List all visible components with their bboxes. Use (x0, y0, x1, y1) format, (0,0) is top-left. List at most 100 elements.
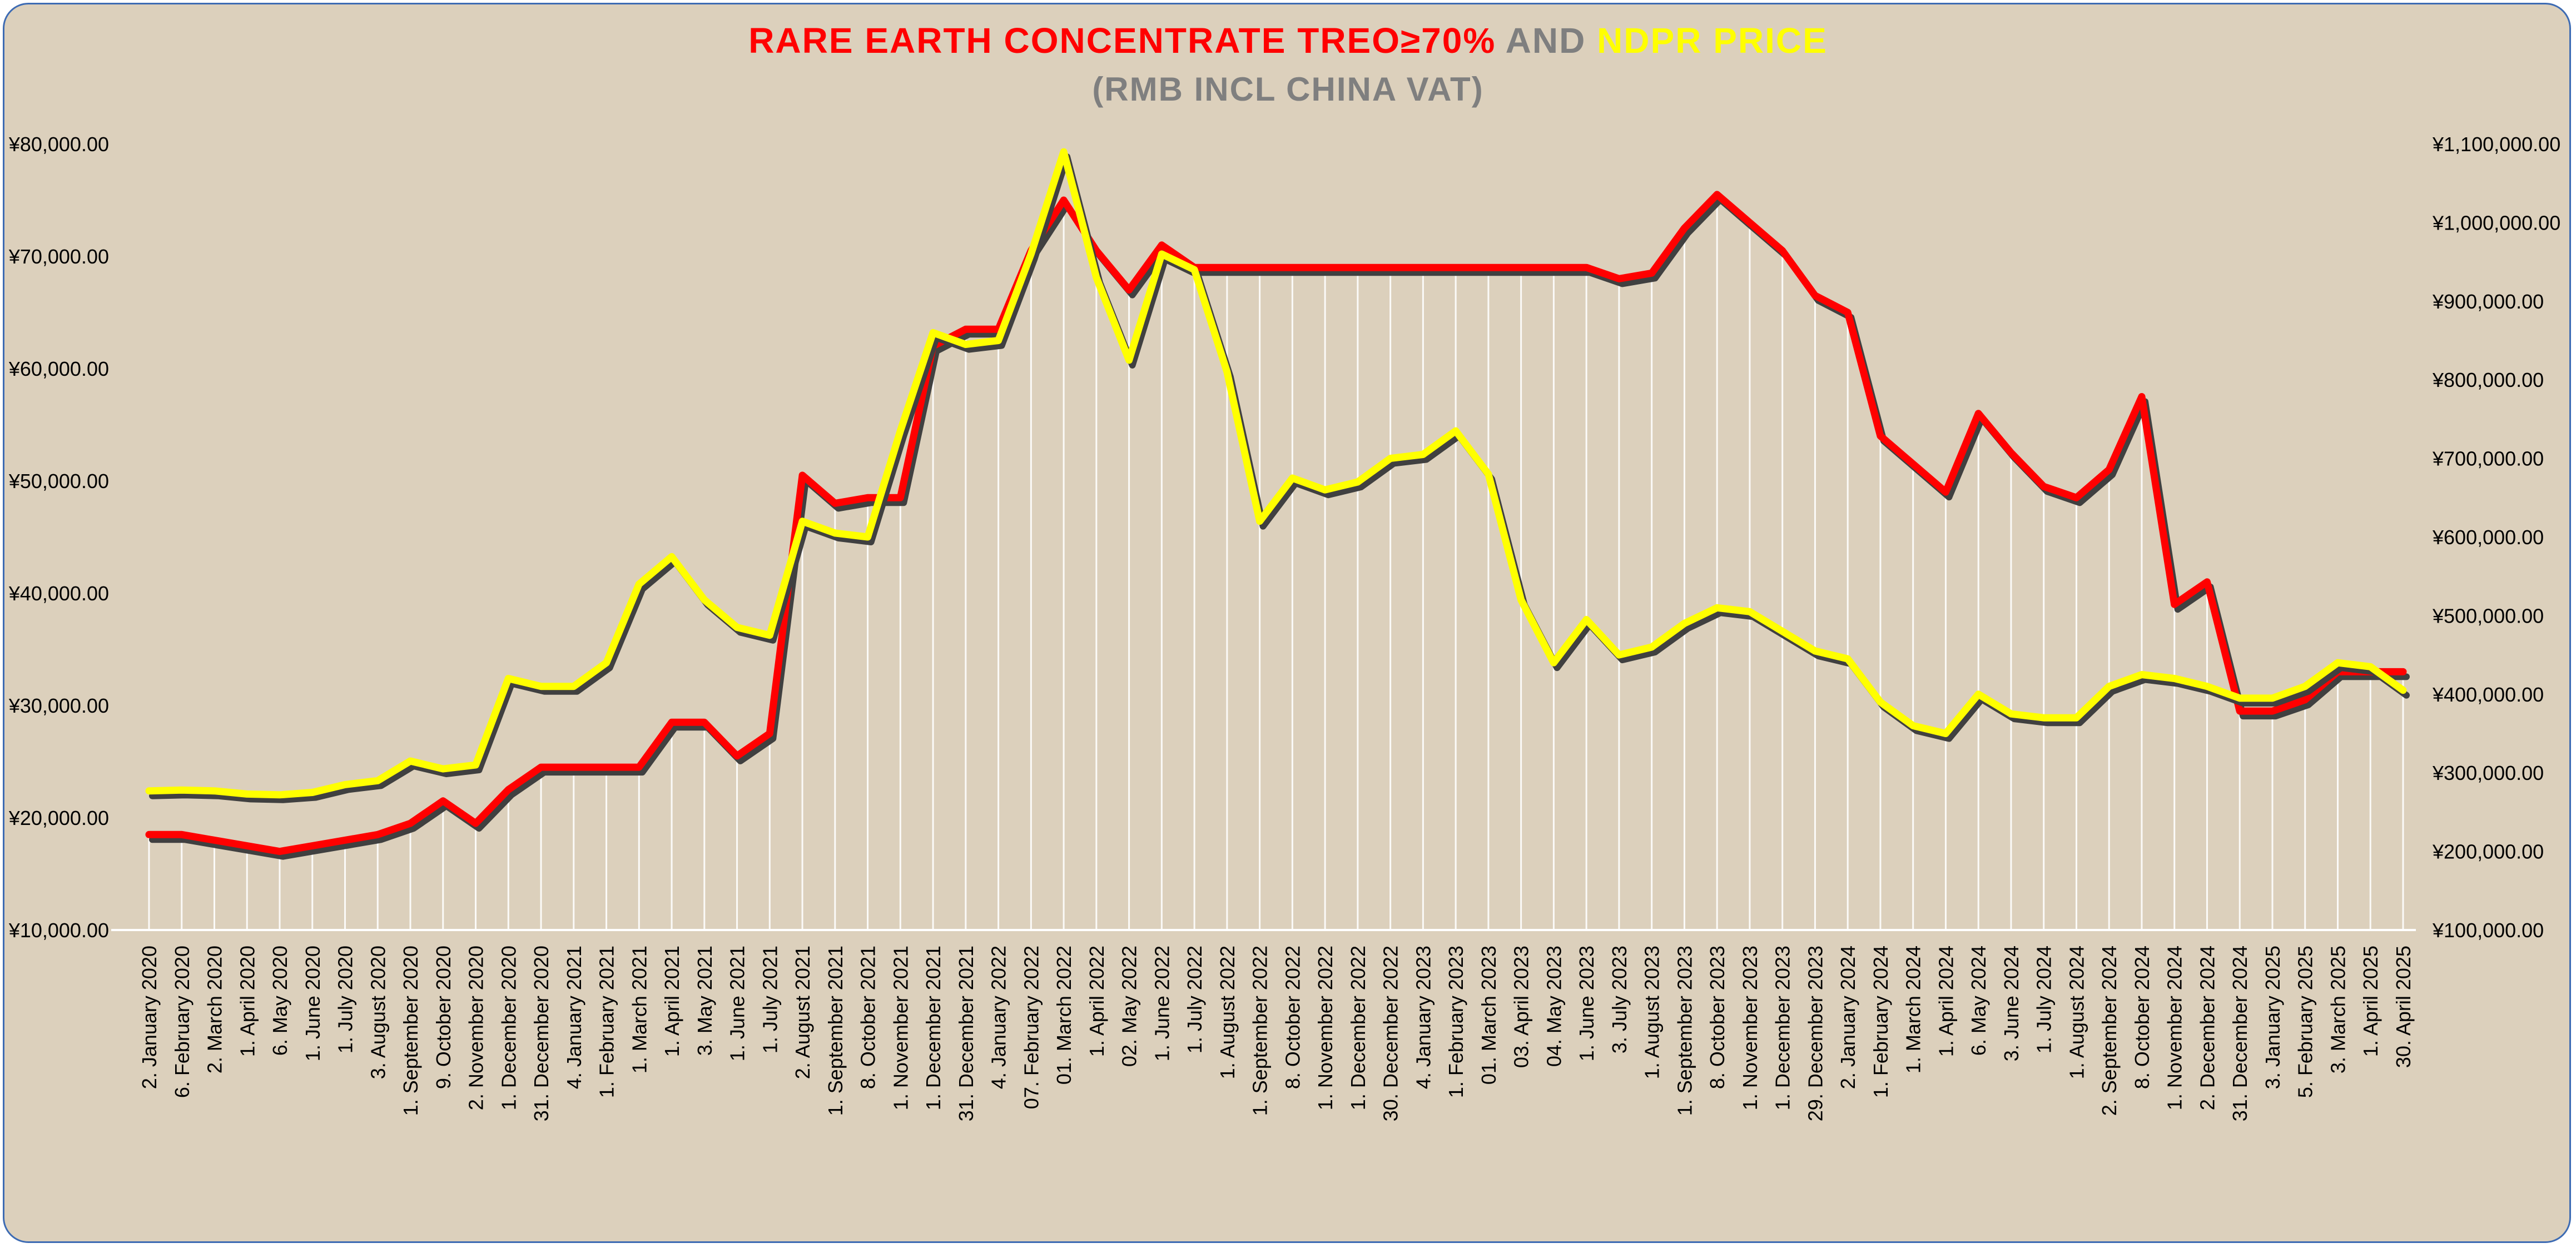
left-tick-label: ¥30,000.00 (8, 694, 109, 717)
series-1-point (1715, 192, 1719, 196)
series-1-point (1094, 248, 1098, 252)
x-tick-label: 1. September 2020 (399, 946, 422, 1116)
series-1-point (2205, 580, 2209, 584)
series-2-point (507, 677, 510, 680)
series-layer (145, 148, 2410, 860)
x-tick-label: 8. October 2022 (1281, 946, 1304, 1089)
series-1-point (866, 496, 870, 500)
series-2-point (1585, 618, 1589, 621)
series-2-point (833, 531, 837, 535)
right-tick-label: ¥600,000.00 (2432, 526, 2544, 549)
x-tick-label: 1. April 2024 (1934, 946, 1957, 1057)
series-1-point (343, 838, 347, 842)
series-1-shadow (149, 196, 2410, 860)
series-2-point (376, 779, 380, 783)
series-1-point (1650, 271, 1654, 275)
left-tick-label: ¥40,000.00 (8, 582, 109, 605)
series-2-point (1291, 476, 1294, 480)
left-axis-ticks: ¥10,000.00 ¥20,000.00 ¥30,000.00 ¥40,000.00… (8, 133, 109, 942)
series-2-point (212, 789, 216, 793)
series-1-point (735, 754, 739, 758)
left-tick-label: ¥80,000.00 (8, 133, 109, 156)
series-1-point (245, 844, 249, 848)
series-2-point (1780, 629, 1784, 633)
series-1-point (1225, 266, 1229, 270)
series-1-point (441, 799, 445, 803)
x-tick-label: 8. October 2024 (2131, 946, 2153, 1089)
series-2-point (572, 684, 575, 688)
series-2-point (768, 633, 772, 637)
series-1-point (670, 720, 674, 724)
series-1-line (145, 191, 2407, 856)
right-tick-label: ¥1,000,000.00 (2432, 211, 2560, 234)
x-tick-label: 02. May 2022 (1118, 946, 1141, 1067)
series-2-point (1454, 429, 1458, 433)
series-1-point (409, 822, 413, 826)
series-1-point (637, 765, 641, 769)
right-tick-label: ¥1,100,000.00 (2432, 133, 2560, 156)
series-2-point (1062, 150, 1066, 154)
x-tick-label: 4. January 2022 (987, 946, 1010, 1089)
x-tick-label: 1. June 2023 (1575, 946, 1598, 1061)
series-2-point (1486, 472, 1490, 476)
series-1-point (2303, 698, 2307, 702)
left-tick-label: ¥70,000.00 (8, 245, 109, 268)
x-tick-label: 3. June 2024 (2000, 946, 2023, 1061)
x-tick-label: 1. December 2022 (1347, 946, 1369, 1110)
series-1-point (1682, 226, 1686, 230)
x-tick-label: 2. January 2024 (1837, 946, 1859, 1089)
series-2-point (1094, 276, 1098, 280)
chart-title-ndpr: NDPR PRICE (1597, 21, 1828, 61)
series-2-point (2009, 712, 2013, 716)
x-tick-label: 1. April 2025 (2359, 946, 2382, 1057)
series-2-point (1846, 657, 1850, 661)
series-1-point (1878, 434, 1882, 438)
series-1-point (1944, 490, 1948, 494)
series-2-point (1388, 456, 1392, 460)
series-2-point (180, 788, 183, 792)
series-2-line (145, 148, 2407, 799)
series-2-point (1911, 724, 1915, 728)
series-2-point (1813, 649, 1817, 653)
x-tick-label: 2. November 2020 (465, 946, 488, 1110)
x-tick-label: 1. August 2024 (2065, 946, 2088, 1079)
x-tick-label: 1. March 2024 (1902, 946, 1925, 1073)
x-tick-label: 31. December 2021 (955, 946, 977, 1121)
series-2-point (996, 339, 1000, 342)
x-tick-label: 1. December 2020 (497, 946, 520, 1110)
series-1-point (1813, 294, 1817, 297)
series-2-point (637, 582, 641, 586)
series-1-point (2270, 709, 2274, 713)
x-tick-label: 1. June 2020 (301, 946, 324, 1061)
series-2-point (1682, 621, 1686, 625)
series-1-point (1519, 266, 1523, 270)
series-2-point (2401, 688, 2405, 692)
right-tick-label: ¥500,000.00 (2432, 604, 2544, 627)
x-tick-label: 1. August 2022 (1216, 946, 1239, 1079)
series-1-point (1486, 266, 1490, 270)
series-2-point (931, 331, 935, 335)
series-2-point (1160, 252, 1164, 256)
x-tick-label: 1. June 2022 (1150, 946, 1173, 1061)
right-tick-label: ¥200,000.00 (2432, 841, 2544, 863)
series-2-point (670, 555, 674, 559)
right-tick-label: ¥400,000.00 (2432, 683, 2544, 706)
series-2-point (441, 767, 445, 771)
series-1-point (2107, 468, 2111, 471)
series-1-point (180, 833, 183, 837)
x-tick-label: 1. July 2024 (2033, 946, 2056, 1053)
x-tick-label: 4. January 2021 (563, 946, 585, 1089)
series-2-point (2140, 673, 2143, 677)
series-2-point (409, 759, 413, 763)
x-tick-label: 29. December 2023 (1804, 946, 1826, 1121)
series-1-point (702, 720, 706, 724)
series-2-point (245, 792, 249, 796)
series-1-point (1911, 462, 1915, 466)
x-tick-label: 01. March 2023 (1477, 946, 1500, 1085)
series-2-point (1650, 645, 1654, 649)
x-tick-label: 31. December 2020 (530, 946, 553, 1121)
x-tick-label: 2. December 2024 (2196, 946, 2218, 1110)
series-2-point (2270, 696, 2274, 700)
series-1-point (376, 833, 380, 837)
x-tick-label: 1. April 2021 (661, 946, 683, 1057)
